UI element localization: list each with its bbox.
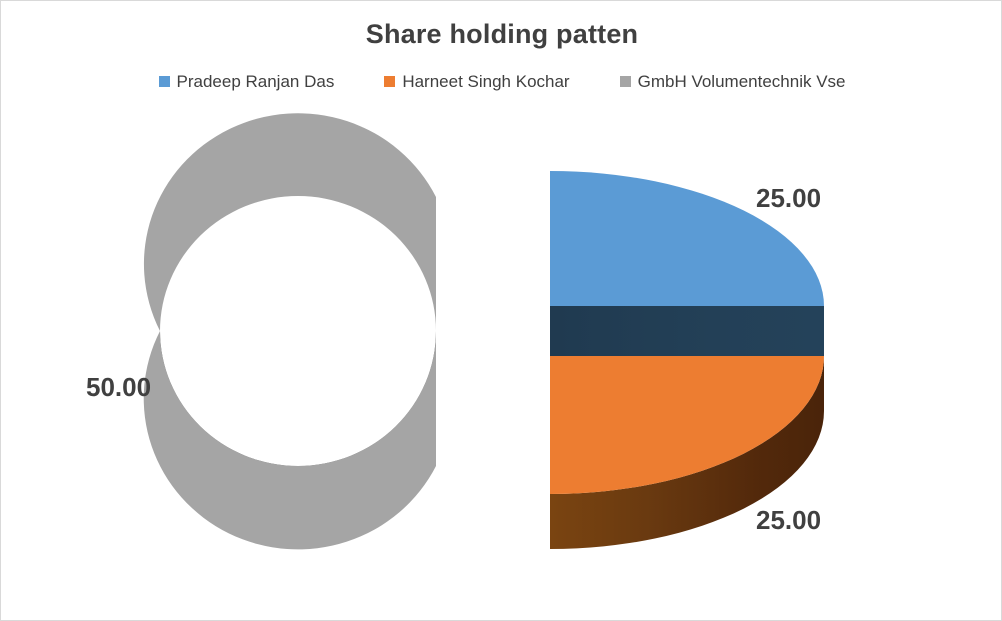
legend-item-harneet-singh-kochar[interactable]: Harneet Singh Kochar: [384, 72, 570, 91]
data-label-gmbh-volumentechnik-vse: 50.00: [86, 372, 152, 402]
legend-item-pradeep-ranjan-das[interactable]: Pradeep Ranjan Das: [158, 72, 335, 91]
pie-slice-gmbh-volumentechnik-vse[interactable]: [143, 113, 437, 550]
legend-swatch-icon-orange: [384, 76, 396, 87]
pie-slice-top-orange: [550, 356, 824, 494]
legend-label-gmbh-volumentechnik-vse: GmbH Volumentechnik Vse: [637, 72, 846, 91]
plot-area: 25.00 25.00 50.00: [1, 111, 1001, 611]
legend-swatch-icon-gray: [619, 76, 631, 87]
data-label-pradeep-ranjan-das: 25.00: [756, 183, 822, 213]
pie-slice-top-blue: [550, 171, 824, 306]
pie-slice-top-gray: [143, 113, 437, 332]
legend-item-gmbh-volumentechnik-vse[interactable]: GmbH Volumentechnik Vse: [619, 72, 846, 91]
pie-slice-top-gray-lower: [143, 331, 436, 550]
pie-slice-pradeep-ranjan-das[interactable]: [550, 171, 824, 306]
chart-title: Share holding patten: [365, 19, 639, 49]
chart-legend: Pradeep Ranjan Das Harneet Singh Kochar …: [1, 72, 1001, 91]
data-label-harneet-singh-kochar: 25.00: [756, 505, 822, 535]
pie-slice-harneet-singh-kochar[interactable]: [550, 356, 824, 549]
pie-slice-side-wall-brown: [550, 356, 824, 549]
legend-swatch-icon-blue: [158, 76, 170, 87]
legend-label-harneet-singh-kochar: Harneet Singh Kochar: [402, 72, 570, 91]
pie-slice-side-wall-navy: [550, 306, 824, 356]
pie-chart-graphic: [143, 113, 824, 550]
legend-label-pradeep-ranjan-das: Pradeep Ranjan Das: [176, 72, 335, 91]
